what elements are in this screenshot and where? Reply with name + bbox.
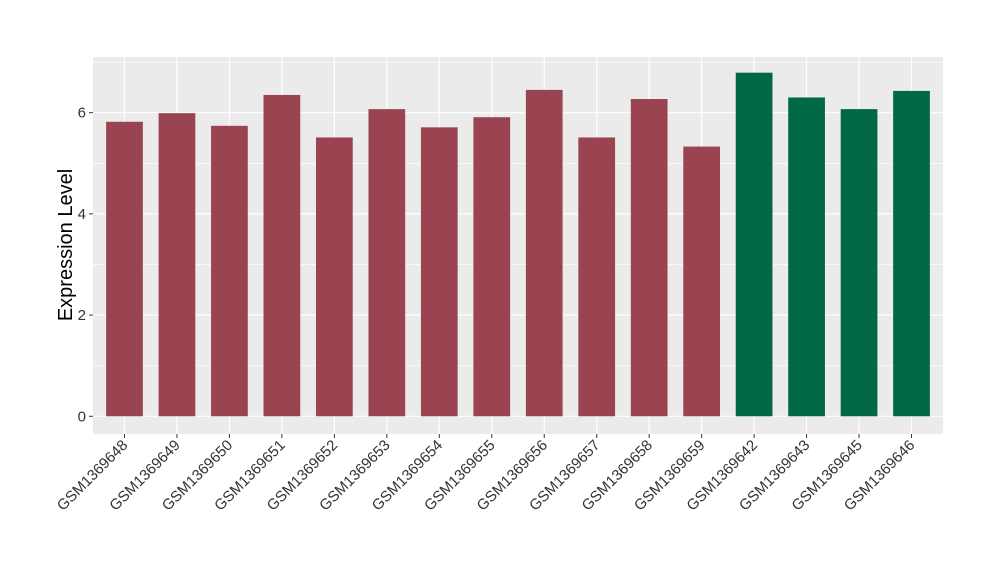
- bar-GSM1369659: [683, 146, 721, 417]
- bar-GSM1369657: [578, 137, 616, 417]
- bar-GSM1369655: [473, 117, 511, 417]
- y-axis: 0 2 4 6: [78, 105, 93, 425]
- bars-group: [106, 72, 930, 417]
- bar-GSM1369643: [788, 97, 825, 417]
- bar-GSM1369658: [630, 99, 668, 417]
- bar-GSM1369656: [525, 89, 563, 417]
- y-tick-label: 6: [78, 105, 86, 122]
- bar-GSM1369654: [420, 127, 458, 417]
- bar-GSM1369649: [158, 113, 196, 417]
- bar-GSM1369646: [893, 90, 930, 417]
- y-tick-label: 2: [78, 307, 86, 324]
- bar-GSM1369650: [211, 125, 248, 417]
- y-axis-title: Expression Level: [55, 169, 77, 321]
- bar-GSM1369653: [368, 109, 406, 417]
- y-tick-label: 0: [78, 408, 86, 425]
- bar-GSM1369648: [106, 121, 143, 417]
- bar-GSM1369645: [840, 109, 878, 417]
- x-axis: GSM1369648GSM1369649GSM1369650GSM1369651…: [54, 434, 918, 514]
- y-tick-label: 4: [78, 206, 86, 223]
- bar-GSM1369652: [315, 137, 353, 417]
- bar-GSM1369642: [735, 72, 773, 417]
- bar-GSM1369651: [263, 94, 301, 417]
